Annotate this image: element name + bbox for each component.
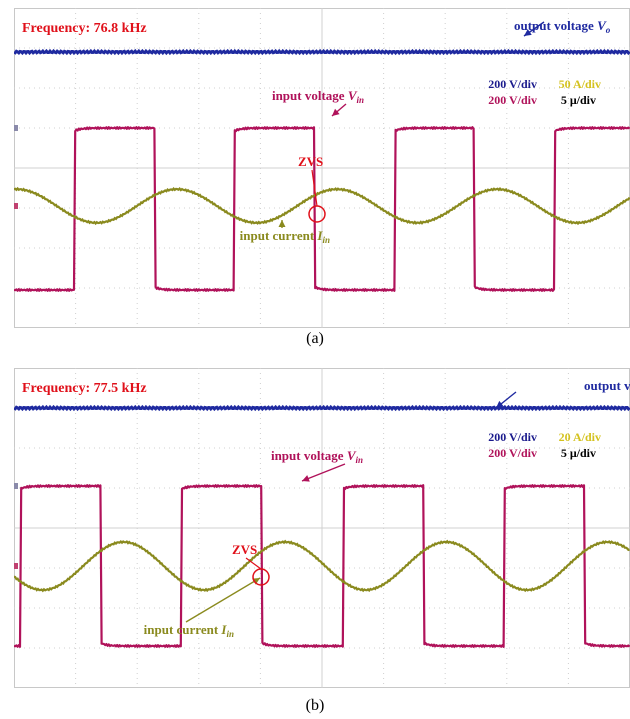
panel-caption-b: (b) <box>305 697 325 714</box>
scale-label: 20 A/div <box>559 430 601 444</box>
series-label-input-current: input current Iin <box>144 622 234 639</box>
zvs-marker <box>308 205 326 223</box>
arrow-input-current-head <box>278 220 286 227</box>
series-label-input-current: input current Iin <box>240 228 330 245</box>
arrow-input-voltage-head <box>332 108 340 116</box>
scale-label: 200 V/div <box>488 446 537 460</box>
channel-marker <box>14 125 18 131</box>
trace-output-voltage <box>14 404 630 412</box>
series-label-output-voltage: output voltage Vo <box>584 378 630 395</box>
series-label-input-voltage: input voltage Vin <box>272 88 364 105</box>
scale-label: 50 A/div <box>559 77 601 91</box>
scale-label: 200 V/div <box>488 93 537 107</box>
channel-marker <box>14 483 18 489</box>
scale-label: 5 μ/div <box>561 446 596 460</box>
scope-plot-a: Frequency: 76.8 kHz output voltage Voinpu… <box>14 8 630 328</box>
arrow-output-voltage-head <box>524 29 532 36</box>
zvs-marker <box>252 568 270 586</box>
frequency-label: Frequency: 76.8 kHz <box>22 21 147 36</box>
trace-input-current <box>14 186 630 226</box>
arrow-input-voltage-head <box>302 475 310 482</box>
zvs-label: ZVS <box>232 542 257 557</box>
scale-label: 200 V/div <box>488 77 537 91</box>
scope-plot-b: Frequency: 77.5 kHz output voltage Vo inpu… <box>14 368 630 688</box>
trace-output-voltage <box>14 48 630 56</box>
frequency-label: Frequency: 77.5 kHz <box>22 381 147 396</box>
trace-input-voltage <box>14 126 630 292</box>
trace-input-current <box>14 539 630 593</box>
zvs-label: ZVS <box>298 154 323 169</box>
scale-label: 200 V/div <box>488 430 537 444</box>
channel-marker <box>14 203 18 209</box>
zvs-pointer <box>245 557 262 570</box>
oscilloscope-panel-a: Frequency: 76.8 kHz output voltage Vo inpu… <box>14 8 630 328</box>
arrow-input-current <box>185 577 261 623</box>
arrow-input-voltage <box>301 463 346 482</box>
oscilloscope-panel-b: Frequency: 77.5 kHz output voltage Vo inpu… <box>14 368 630 688</box>
trace-input-voltage <box>14 484 630 648</box>
zvs-pointer <box>311 169 318 207</box>
panel-caption-a: (a) <box>306 330 324 347</box>
grid <box>14 368 630 688</box>
arrow-output-voltage-head <box>496 400 504 408</box>
series-label-input-voltage: input voltage Vin <box>271 448 363 465</box>
scale-label: 5 μ/div <box>561 93 596 107</box>
channel-marker <box>14 563 18 569</box>
